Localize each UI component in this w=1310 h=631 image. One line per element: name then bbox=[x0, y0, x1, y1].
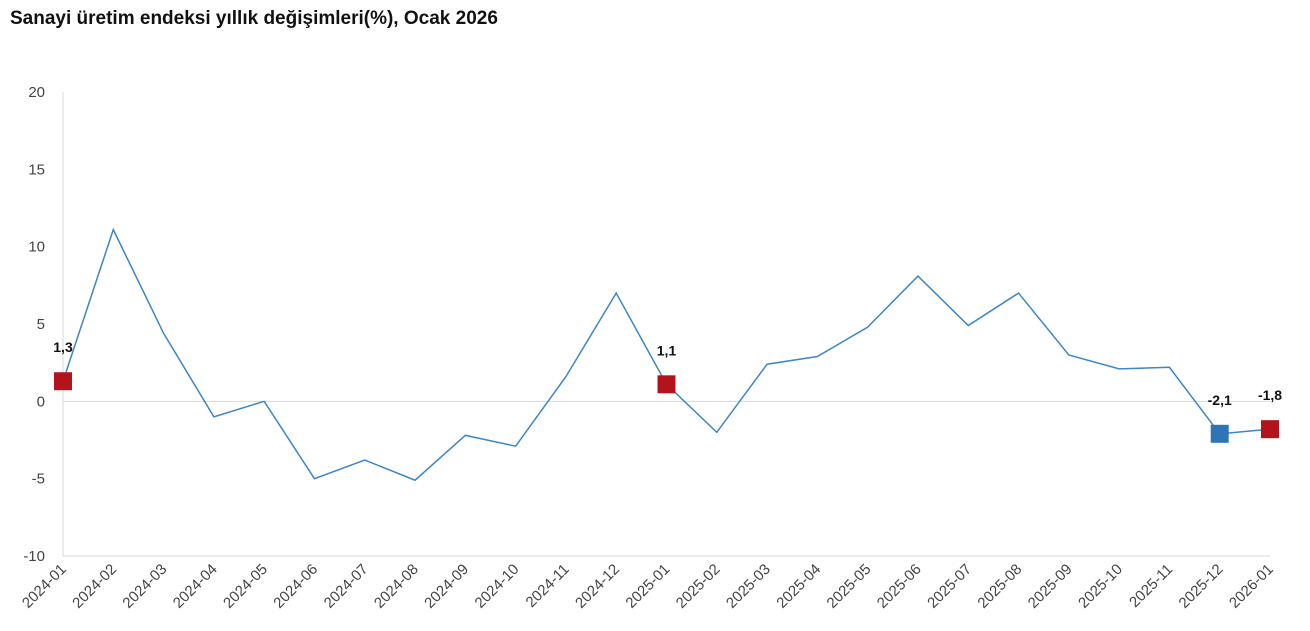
x-tick-label: 2024-09 bbox=[421, 561, 472, 612]
marker bbox=[54, 372, 72, 391]
x-tick-label: 2024-10 bbox=[471, 561, 522, 612]
x-tick-label: 2026-01 bbox=[1226, 561, 1277, 612]
y-tick-label: 15 bbox=[28, 161, 45, 178]
x-tick-label: 2025-02 bbox=[673, 561, 724, 612]
x-tick-label: 2025-09 bbox=[1025, 561, 1076, 612]
y-tick-label: 5 bbox=[37, 316, 45, 333]
x-tick-label: 2025-07 bbox=[924, 561, 975, 612]
y-tick-label: 20 bbox=[28, 84, 45, 101]
marker bbox=[1210, 424, 1229, 443]
x-tick-label: 2024-07 bbox=[321, 561, 372, 612]
x-tick-label: 2024-03 bbox=[119, 561, 170, 612]
chart-title: Sanayi üretim endeksi yıllık değişimleri… bbox=[10, 8, 498, 29]
marker bbox=[657, 375, 676, 394]
x-tick-label: 2025-03 bbox=[723, 561, 774, 612]
x-tick-label: 2024-02 bbox=[69, 561, 120, 612]
x-tick-label: 2025-04 bbox=[773, 561, 824, 612]
y-tick-label: 10 bbox=[28, 239, 45, 256]
value-label: 1,3 bbox=[53, 339, 73, 355]
value-label: -1,8 bbox=[1258, 387, 1282, 403]
x-tick-label: 2025-08 bbox=[974, 561, 1025, 612]
x-tick-label: 2024-08 bbox=[371, 561, 422, 612]
x-tick-label: 2024-12 bbox=[572, 561, 623, 612]
x-tick-label: 2024-05 bbox=[220, 561, 271, 612]
x-tick-label: 2024-06 bbox=[270, 561, 321, 612]
y-tick-label: -10 bbox=[23, 548, 45, 565]
x-tick-label: 2025-10 bbox=[1075, 561, 1126, 612]
x-tick-label: 2025-01 bbox=[622, 561, 673, 612]
x-tick-label: 2025-05 bbox=[824, 561, 875, 612]
x-tick-label: 2024-11 bbox=[523, 561, 573, 611]
x-tick-label: 2025-12 bbox=[1176, 561, 1227, 612]
value-label: -2,1 bbox=[1208, 392, 1232, 408]
y-tick-label: 0 bbox=[37, 393, 45, 410]
x-tick-label: 2024-01 bbox=[19, 561, 70, 612]
value-label: 1,1 bbox=[657, 342, 677, 358]
x-tick-label: 2025-11 bbox=[1126, 561, 1176, 611]
x-tick-label: 2024-04 bbox=[170, 561, 221, 612]
y-tick-label: -5 bbox=[32, 471, 45, 488]
x-tick-label: 2025-06 bbox=[874, 561, 925, 612]
marker bbox=[1261, 420, 1279, 439]
